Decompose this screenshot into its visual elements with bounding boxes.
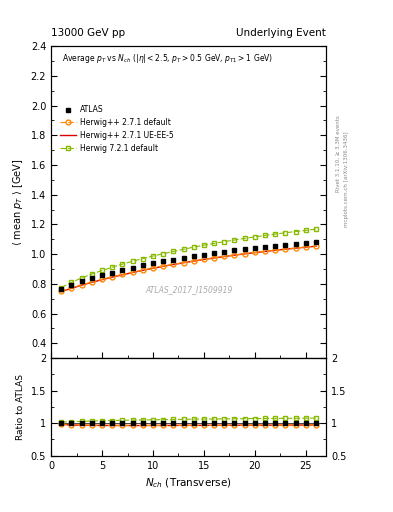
Text: Underlying Event: Underlying Event: [236, 28, 326, 38]
Text: mcplots.cern.ch [arXiv:1306.3436]: mcplots.cern.ch [arXiv:1306.3436]: [344, 132, 349, 227]
Text: Average $p_T$ vs $N_{ch}$ ($|\eta| < 2.5$, $p_T > 0.5$ GeV, $p_{T1} > 1$ GeV): Average $p_T$ vs $N_{ch}$ ($|\eta| < 2.5…: [62, 52, 274, 66]
Y-axis label: Ratio to ATLAS: Ratio to ATLAS: [16, 374, 25, 440]
Y-axis label: $\langle$ mean $p_T$ $\rangle$ [GeV]: $\langle$ mean $p_T$ $\rangle$ [GeV]: [11, 158, 25, 246]
Text: 13000 GeV pp: 13000 GeV pp: [51, 28, 125, 38]
Text: Rivet 3.1.10, ≥ 3.3M events: Rivet 3.1.10, ≥ 3.3M events: [336, 115, 341, 192]
Text: ATLAS_2017_I1509919: ATLAS_2017_I1509919: [145, 285, 232, 294]
X-axis label: $N_{ch}$ (Transverse): $N_{ch}$ (Transverse): [145, 476, 232, 489]
Legend: ATLAS, Herwig++ 2.7.1 default, Herwig++ 2.7.1 UE-EE-5, Herwig 7.2.1 default: ATLAS, Herwig++ 2.7.1 default, Herwig++ …: [57, 102, 177, 156]
